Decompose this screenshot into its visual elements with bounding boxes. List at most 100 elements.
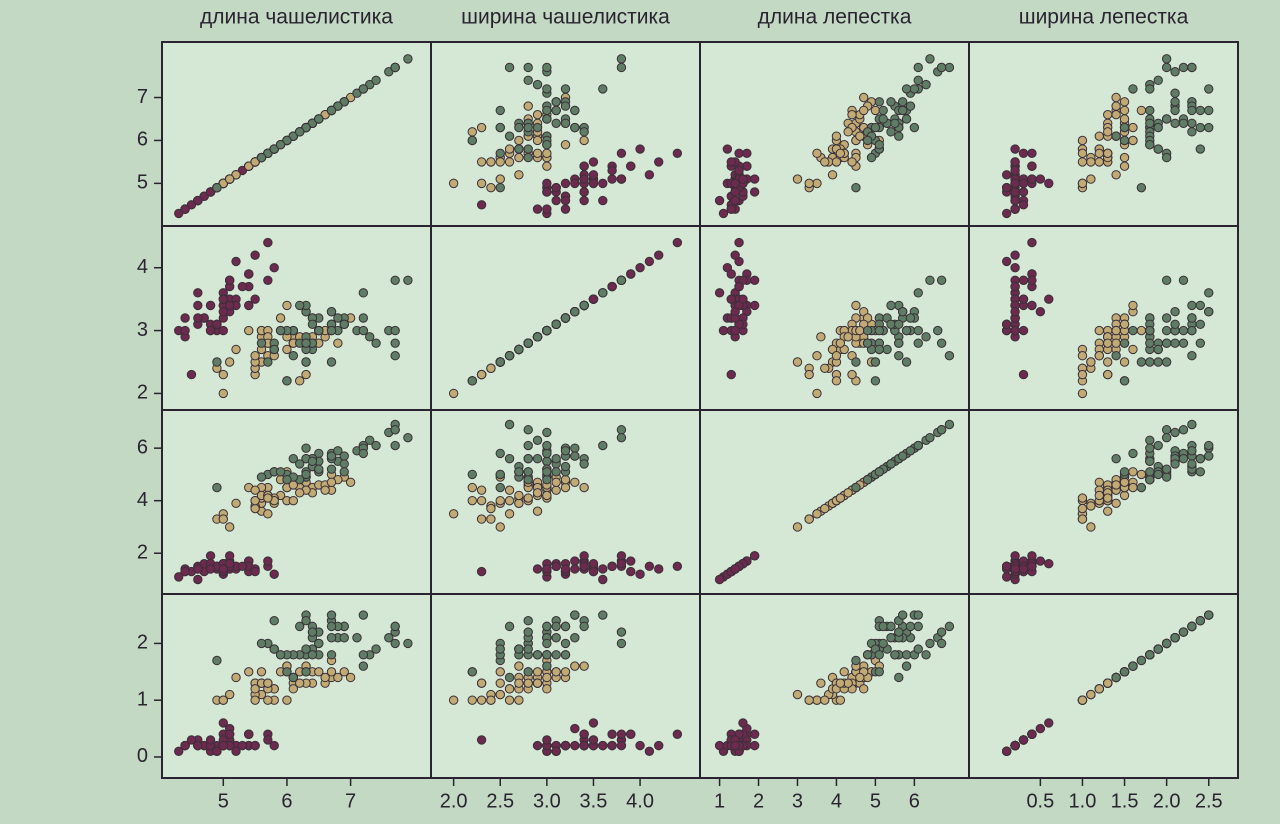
point <box>560 482 571 493</box>
point <box>812 351 822 361</box>
point <box>314 464 324 474</box>
point <box>1128 300 1138 311</box>
point <box>218 294 228 304</box>
point <box>326 451 337 461</box>
point <box>1103 338 1113 348</box>
point <box>749 300 760 311</box>
point <box>1119 376 1130 386</box>
point <box>504 144 515 154</box>
point <box>180 566 190 577</box>
point <box>1103 148 1113 159</box>
point <box>1010 281 1020 292</box>
point <box>616 54 627 64</box>
point <box>542 661 552 671</box>
y-tick-label: 6 <box>137 129 148 151</box>
point <box>212 357 222 367</box>
point <box>390 621 400 632</box>
point <box>936 275 947 285</box>
point <box>1145 357 1155 367</box>
point <box>495 522 505 532</box>
point <box>644 170 655 180</box>
point <box>1077 493 1088 503</box>
point <box>1111 480 1121 490</box>
point <box>874 650 884 660</box>
point <box>598 84 608 94</box>
point <box>874 140 884 150</box>
point <box>476 678 487 688</box>
point <box>1119 152 1130 163</box>
point <box>224 522 235 532</box>
point <box>244 161 254 171</box>
point <box>936 627 947 637</box>
point <box>901 114 912 124</box>
point <box>897 610 908 620</box>
panel <box>174 419 413 585</box>
point <box>205 325 216 336</box>
point <box>1170 118 1180 128</box>
point <box>551 467 561 477</box>
point <box>263 678 273 688</box>
point <box>224 357 235 367</box>
point <box>333 313 343 323</box>
point <box>1119 135 1130 146</box>
x-tick-label: 4 <box>831 790 842 812</box>
point <box>448 388 459 399</box>
point <box>390 351 400 361</box>
point <box>301 616 311 626</box>
point <box>314 667 324 677</box>
point <box>588 559 599 569</box>
point <box>1111 351 1121 361</box>
point <box>551 650 561 660</box>
point <box>878 105 888 116</box>
point <box>1119 490 1130 501</box>
point <box>598 574 608 585</box>
point <box>542 105 552 116</box>
point <box>598 610 608 620</box>
point <box>205 300 216 311</box>
point <box>859 105 869 116</box>
point <box>1153 75 1163 86</box>
point <box>212 482 222 493</box>
point <box>1010 157 1020 167</box>
point <box>495 482 505 493</box>
point <box>326 477 337 487</box>
point <box>1119 319 1130 329</box>
point <box>1044 559 1054 569</box>
point <box>1001 572 1012 582</box>
point <box>835 148 846 159</box>
point <box>218 178 228 189</box>
point <box>1145 456 1155 466</box>
point <box>1128 135 1138 146</box>
point <box>551 182 561 193</box>
point <box>1195 616 1206 626</box>
point <box>1018 735 1029 745</box>
point <box>1187 62 1197 73</box>
point <box>1035 307 1046 317</box>
y-tick-label: 1 <box>137 688 148 710</box>
point <box>250 684 260 694</box>
point <box>551 485 561 495</box>
point <box>827 170 838 180</box>
point <box>542 474 552 485</box>
point <box>1094 325 1104 336</box>
point <box>607 281 617 292</box>
point <box>598 178 608 189</box>
point <box>1161 152 1172 163</box>
point <box>263 556 273 566</box>
column-header: длина чашелистика <box>200 6 393 29</box>
point <box>749 187 760 197</box>
point <box>870 105 881 116</box>
point <box>365 435 375 445</box>
point <box>523 474 533 485</box>
point <box>244 729 254 739</box>
point <box>326 105 337 116</box>
point <box>1161 114 1172 124</box>
point <box>514 661 524 671</box>
point <box>339 459 349 469</box>
point <box>672 237 683 248</box>
point <box>256 338 267 348</box>
point <box>1086 357 1096 367</box>
point <box>1077 369 1088 380</box>
point <box>1187 419 1197 430</box>
point <box>1204 451 1214 461</box>
